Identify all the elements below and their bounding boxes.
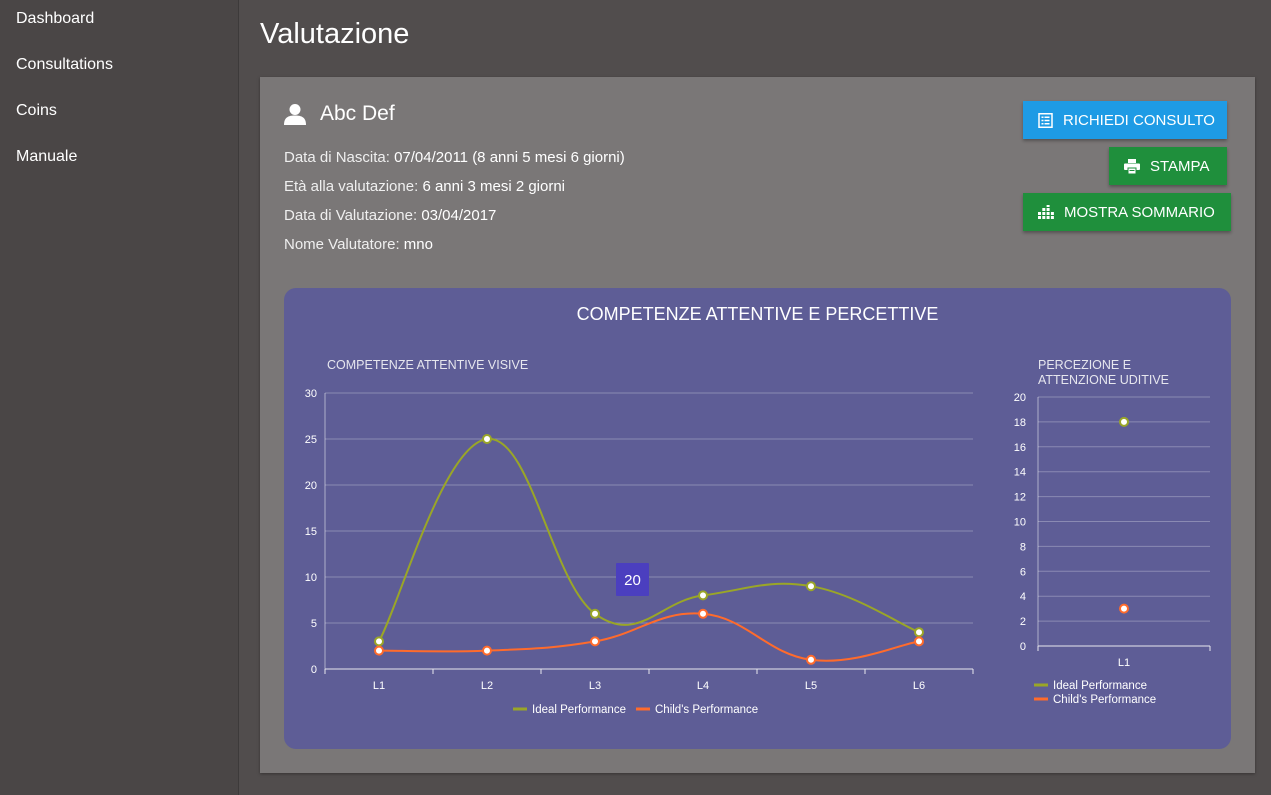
sidebar: Dashboard Consultations Coins Manuale bbox=[0, 0, 239, 795]
auditory-title-line-2: ATTENZIONE UDITIVE bbox=[1038, 373, 1170, 387]
data-point bbox=[590, 636, 600, 647]
birth-date-row: Data di Nascita: 07/04/2011 (8 anni 5 me… bbox=[284, 149, 625, 166]
birth-date-label: Data di Nascita: bbox=[284, 149, 390, 166]
evaluation-date-label: Data di Valutazione: bbox=[284, 207, 418, 224]
data-point bbox=[590, 608, 600, 619]
visual-chart-title: COMPETENZE ATTENTIVE VISIVE bbox=[327, 358, 529, 372]
request-consult-button[interactable]: RICHIEDI CONSULTO bbox=[1023, 101, 1227, 139]
series-line bbox=[378, 612, 920, 662]
y-tick-label: 12 bbox=[1014, 492, 1026, 504]
y-tick-label: 5 bbox=[311, 618, 317, 630]
chart-tooltip: 20 bbox=[616, 563, 649, 596]
y-tick-label: 0 bbox=[1020, 641, 1026, 653]
print-label: STAMPA bbox=[1150, 157, 1210, 175]
evaluation-date-value: 03/04/2017 bbox=[421, 207, 497, 224]
evaluator-value: mno bbox=[403, 236, 433, 253]
page-title: Valutazione bbox=[260, 18, 410, 50]
x-tick-label: L2 bbox=[481, 680, 493, 692]
data-point bbox=[482, 645, 492, 656]
evaluator-label: Nome Valutatore: bbox=[284, 236, 400, 253]
visual-attention-chart: 0 5 10 15 20 25 30 L1 L2 L3 L4 L5 L6 20 Ideal Performa… bbox=[305, 388, 974, 716]
y-tick-label: 25 bbox=[305, 434, 317, 446]
y-tick-label: 16 bbox=[1014, 442, 1026, 454]
bar-summary-icon bbox=[1038, 204, 1054, 220]
sidebar-item-dashboard[interactable]: Dashboard bbox=[16, 10, 95, 27]
data-point bbox=[698, 608, 708, 619]
auditory-title-line-1: PERCEZIONE E bbox=[1038, 358, 1132, 372]
sidebar-item-consultations[interactable]: Consultations bbox=[16, 56, 113, 73]
x-tick-label: L4 bbox=[697, 680, 709, 692]
y-tick-label: 10 bbox=[305, 572, 317, 584]
y-tick-label: 0 bbox=[311, 664, 317, 676]
panel-title: COMPETENZE ATTENTIVE E PERCETTIVE bbox=[576, 304, 939, 324]
tooltip-value: 20 bbox=[624, 572, 641, 589]
data-point bbox=[374, 636, 384, 647]
data-point bbox=[482, 434, 492, 444]
age-row: Età alla valutazione: 6 anni 3 mesi 2 gi… bbox=[284, 178, 565, 195]
data-point bbox=[374, 645, 384, 656]
y-tick-label: 10 bbox=[1014, 517, 1026, 529]
y-tick-label: 15 bbox=[305, 526, 317, 538]
age-label: Età alla valutazione: bbox=[284, 178, 419, 195]
chart-panel: COMPETENZE ATTENTIVE E PERCETTIVE COMPET… bbox=[284, 288, 1231, 749]
patient-name: Abc Def bbox=[320, 102, 395, 125]
evaluation-card: Abc Def Data di Nascita: 07/04/2011 (8 a… bbox=[260, 77, 1255, 773]
y-tick-label: 4 bbox=[1020, 591, 1026, 603]
x-tick-label: L6 bbox=[913, 680, 925, 692]
auditory-attention-chart: 0 2 4 6 8 10 12 14 16 18 20 L1 Ideal Performance Chil… bbox=[1014, 392, 1211, 706]
evaluation-date-row: Data di Valutazione: 03/04/2017 bbox=[284, 207, 496, 224]
x-tick-label: L3 bbox=[589, 680, 601, 692]
data-point bbox=[914, 627, 924, 638]
data-point bbox=[698, 590, 708, 601]
sidebar-item-coins[interactable]: Coins bbox=[16, 102, 57, 119]
x-tick-label: L1 bbox=[1118, 657, 1130, 669]
show-summary-label: MOSTRA SOMMARIO bbox=[1064, 203, 1215, 221]
request-consult-label: RICHIEDI CONSULTO bbox=[1063, 111, 1215, 129]
print-button[interactable]: STAMPA bbox=[1109, 147, 1227, 185]
sidebar-item-manuale[interactable]: Manuale bbox=[16, 148, 78, 165]
legend-label: Child's Performance bbox=[1053, 694, 1156, 706]
series-line bbox=[378, 437, 920, 642]
y-tick-label: 18 bbox=[1014, 417, 1026, 429]
tooltip-box bbox=[616, 563, 649, 596]
evaluator-row: Nome Valutatore: mno bbox=[284, 236, 433, 253]
data-point bbox=[914, 636, 924, 647]
legend-label: Ideal Performance bbox=[532, 704, 626, 716]
y-tick-label: 20 bbox=[1014, 392, 1026, 404]
data-point bbox=[806, 654, 816, 665]
y-tick-label: 30 bbox=[305, 388, 317, 400]
y-tick-label: 8 bbox=[1020, 541, 1026, 553]
legend-label: Child's Performance bbox=[655, 704, 758, 716]
patient-header: Abc Def bbox=[284, 102, 395, 126]
y-tick-label: 2 bbox=[1020, 616, 1026, 628]
user-icon bbox=[284, 104, 306, 125]
legend-label: Ideal Performance bbox=[1053, 680, 1147, 692]
printer-icon bbox=[1124, 158, 1140, 174]
data-point bbox=[806, 581, 816, 592]
x-tick-label: L5 bbox=[805, 680, 817, 692]
birth-date-value: 07/04/2011 (8 anni 5 mesi 6 giorni) bbox=[394, 149, 625, 166]
x-tick-label: L1 bbox=[373, 680, 385, 692]
y-tick-label: 6 bbox=[1020, 566, 1026, 578]
data-point bbox=[1119, 603, 1129, 614]
data-point bbox=[1119, 416, 1129, 427]
age-value: 6 anni 3 mesi 2 giorni bbox=[422, 178, 566, 195]
document-list-icon bbox=[1038, 112, 1053, 128]
y-tick-label: 20 bbox=[305, 480, 317, 492]
auditory-chart-title: PERCEZIONE E ATTENZIONE UDITIVE bbox=[1038, 358, 1198, 388]
show-summary-button[interactable]: MOSTRA SOMMARIO bbox=[1023, 193, 1231, 231]
y-tick-label: 14 bbox=[1014, 467, 1026, 479]
